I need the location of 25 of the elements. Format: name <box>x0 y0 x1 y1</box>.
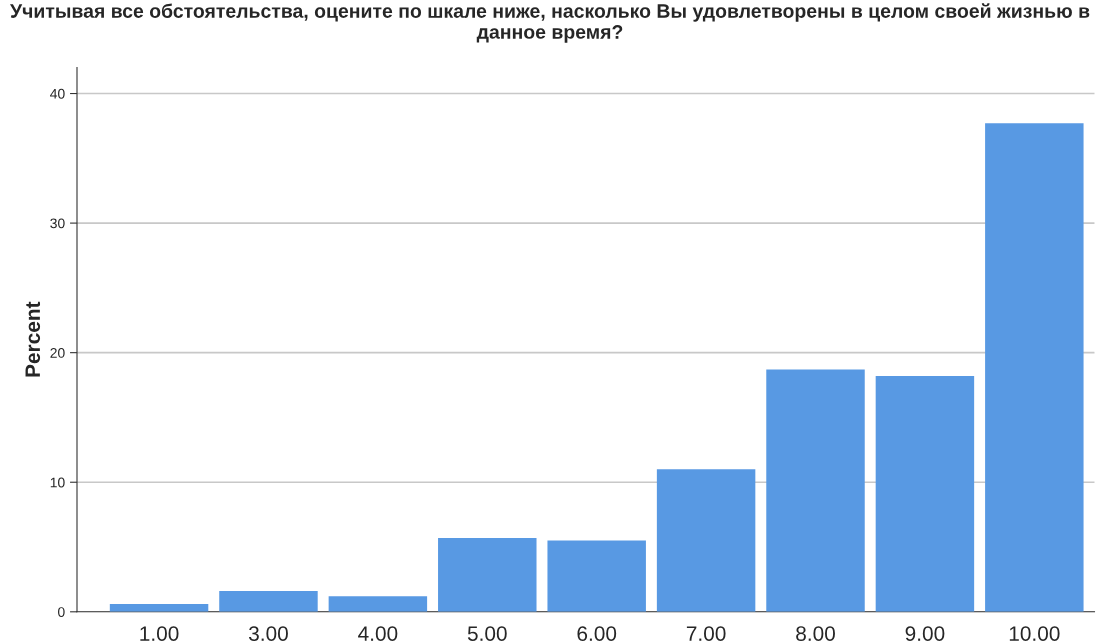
y-tick-label: 10 <box>50 477 65 488</box>
bar <box>109 604 209 612</box>
bar <box>766 369 865 612</box>
x-tick-label: 3.00 <box>248 626 288 641</box>
y-tick-label: 20 <box>50 348 65 358</box>
y-axis-title: Percent <box>25 301 41 377</box>
bar <box>656 469 756 612</box>
chart-title: Учитывая все обстоятельства, оцените по шкале ниже, насколько Вы удовлетворены в целом своей жизнью в данное время? <box>10 3 1090 43</box>
x-tick-label: 4.00 <box>358 626 398 641</box>
bar <box>328 596 428 612</box>
bar <box>985 123 1084 612</box>
bar <box>547 540 646 612</box>
bar <box>219 591 318 612</box>
x-tick-label: 6.00 <box>577 626 617 641</box>
x-tick-label: 1.00 <box>140 626 179 641</box>
y-tick-label: 0 <box>58 607 65 617</box>
bar <box>875 375 975 612</box>
bar <box>438 537 537 612</box>
x-tick-label: 10.00 <box>1009 626 1060 641</box>
y-tick-label: 30 <box>50 218 65 229</box>
x-tick-label: 9.00 <box>905 626 945 641</box>
x-tick-label: 7.00 <box>686 626 726 641</box>
y-tick-label: 40 <box>50 88 65 99</box>
x-tick-label: 5.00 <box>467 626 507 641</box>
x-tick-label: 8.00 <box>796 626 835 641</box>
